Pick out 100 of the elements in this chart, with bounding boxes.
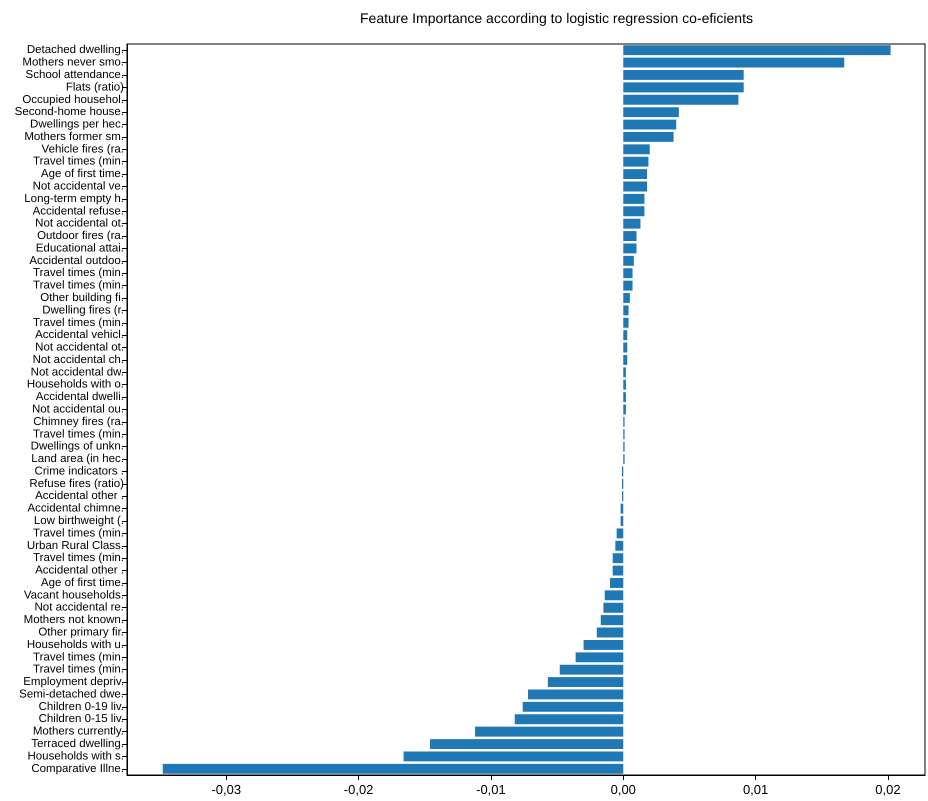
- bar: [623, 305, 629, 316]
- x-tick-label: -0,01: [476, 782, 506, 797]
- bar: [600, 615, 624, 626]
- y-tick-label: Dwelling fires (r.: [42, 304, 124, 316]
- y-tick-label: Travel times (min.: [33, 156, 124, 168]
- y-tick-label: Crime indicators .: [34, 465, 124, 478]
- y-tick-label: Flats (ratio): [66, 81, 124, 94]
- bar: [404, 751, 624, 762]
- bar: [612, 566, 624, 576]
- y-tick-label: Vehicle fires (ra.: [42, 143, 124, 156]
- y-tick-label: Dwellings of unkn.: [30, 440, 124, 453]
- bar: [623, 94, 738, 105]
- bar: [623, 120, 676, 130]
- y-tick-label: Travel times (min.: [33, 428, 124, 440]
- y-tick-label: Not accidental ou.: [32, 404, 124, 416]
- y-tick-label: Households with u.: [26, 638, 124, 651]
- x-tick-label: 0,00: [610, 782, 636, 797]
- bar: [623, 132, 674, 142]
- bar: [623, 45, 891, 56]
- bar: [623, 206, 644, 216]
- y-tick-label: Travel times (min.: [33, 651, 124, 664]
- y-tick-label: Vacant households.: [24, 589, 124, 602]
- y-tick-label: Land area (in hec.: [31, 453, 124, 466]
- bar: [528, 690, 624, 700]
- y-tick-label: Dwellings per hec.: [30, 118, 124, 131]
- bar: [430, 739, 624, 749]
- y-tick-label: Not accidental ve.: [32, 180, 124, 192]
- y-tick-label: Chimney fires (ra.: [33, 416, 124, 428]
- bar: [616, 528, 624, 538]
- y-tick-label: Long-term empty h.: [24, 192, 124, 205]
- bar: [623, 107, 679, 118]
- y-tick-label: Travel times (min.: [33, 527, 124, 540]
- y-tick-label: Other building fi.: [40, 292, 124, 304]
- y-tick-label: Accidental outdoo.: [29, 254, 124, 267]
- bar: [623, 404, 626, 414]
- bar: [623, 392, 626, 402]
- bar: [623, 380, 626, 390]
- bar: [623, 144, 650, 154]
- y-tick-label: Travel times (min.: [33, 552, 124, 564]
- bar: [560, 664, 624, 675]
- bar: [548, 677, 624, 688]
- bar: [620, 516, 624, 526]
- y-tick-label: Households with o.: [26, 378, 124, 391]
- y-tick-label: Travel times (min.: [33, 267, 124, 280]
- y-tick-label: Not accidental ot.: [35, 218, 124, 230]
- bar: [612, 553, 624, 564]
- x-tick-label: -0,03: [211, 782, 242, 797]
- y-tick-label: Educational attai.: [36, 242, 124, 254]
- y-tick-label: Travel times (min.: [33, 664, 124, 676]
- y-tick-label: Not accidental dw.: [30, 366, 124, 378]
- bar: [620, 504, 624, 514]
- y-tick-label: Semi-detached dwe.: [19, 688, 124, 700]
- bar: [623, 169, 648, 180]
- bar: [623, 58, 844, 68]
- y-tick-label: Children 0-15 liv.: [38, 713, 124, 726]
- bar: [623, 156, 648, 167]
- y-tick-label: Accidental other .: [35, 564, 124, 577]
- y-tick-label: Not accidental re.: [34, 602, 124, 614]
- bar: [522, 702, 624, 712]
- y-tick-label: Other primary fir.: [38, 626, 124, 639]
- y-tick-label: Low birthweight (.: [34, 515, 124, 528]
- y-tick-label: Detached dwelling.: [26, 44, 124, 56]
- y-tick-label: Age of first time.: [40, 168, 124, 180]
- y-tick-label: Age of first time.: [40, 576, 124, 589]
- y-tick-label: Not accidental ch.: [32, 354, 124, 366]
- y-tick-label: Households with s.: [27, 750, 124, 762]
- y-tick-label: Travel times (min.: [33, 280, 124, 292]
- x-tick-label: -0,02: [344, 782, 374, 797]
- y-tick-label: Terraced dwelling.: [31, 738, 124, 750]
- bar: [584, 640, 624, 650]
- x-tick-label: 0,01: [742, 782, 768, 797]
- y-tick-label: School attendance.: [26, 68, 124, 81]
- y-tick-label: Accidental vehicl.: [35, 329, 124, 342]
- bar: [623, 318, 629, 328]
- bar: [162, 764, 624, 774]
- bar: [596, 628, 624, 638]
- y-tick-label: Accidental other .: [35, 490, 124, 502]
- y-tick-label: Accidental dwelli.: [36, 391, 124, 404]
- bar: [514, 714, 624, 724]
- bar: [623, 70, 744, 80]
- bar: [623, 194, 644, 204]
- bar: [623, 293, 630, 303]
- bar: [623, 243, 636, 254]
- y-tick-label: Mothers never smo.: [22, 56, 124, 69]
- bar: [610, 578, 624, 588]
- bar: [615, 540, 624, 551]
- y-tick-label: Comparative Illne.: [31, 762, 124, 775]
- bar: [623, 82, 744, 92]
- bar: [623, 256, 634, 266]
- y-tick-label: Mothers not known.: [24, 614, 124, 626]
- y-tick-label: Mothers former sm.: [24, 130, 124, 143]
- x-tick-label: 0,02: [875, 782, 901, 797]
- y-tick-label: Occupied househol.: [22, 94, 124, 106]
- bar: [623, 218, 640, 229]
- y-tick-label: Children 0-19 liv.: [38, 700, 124, 713]
- y-tick-label: Outdoor fires (ra.: [37, 230, 124, 242]
- bar: [623, 280, 633, 291]
- bar: [623, 231, 636, 241]
- y-tick-label: Travel times (min.: [33, 316, 124, 329]
- bar: [623, 268, 633, 278]
